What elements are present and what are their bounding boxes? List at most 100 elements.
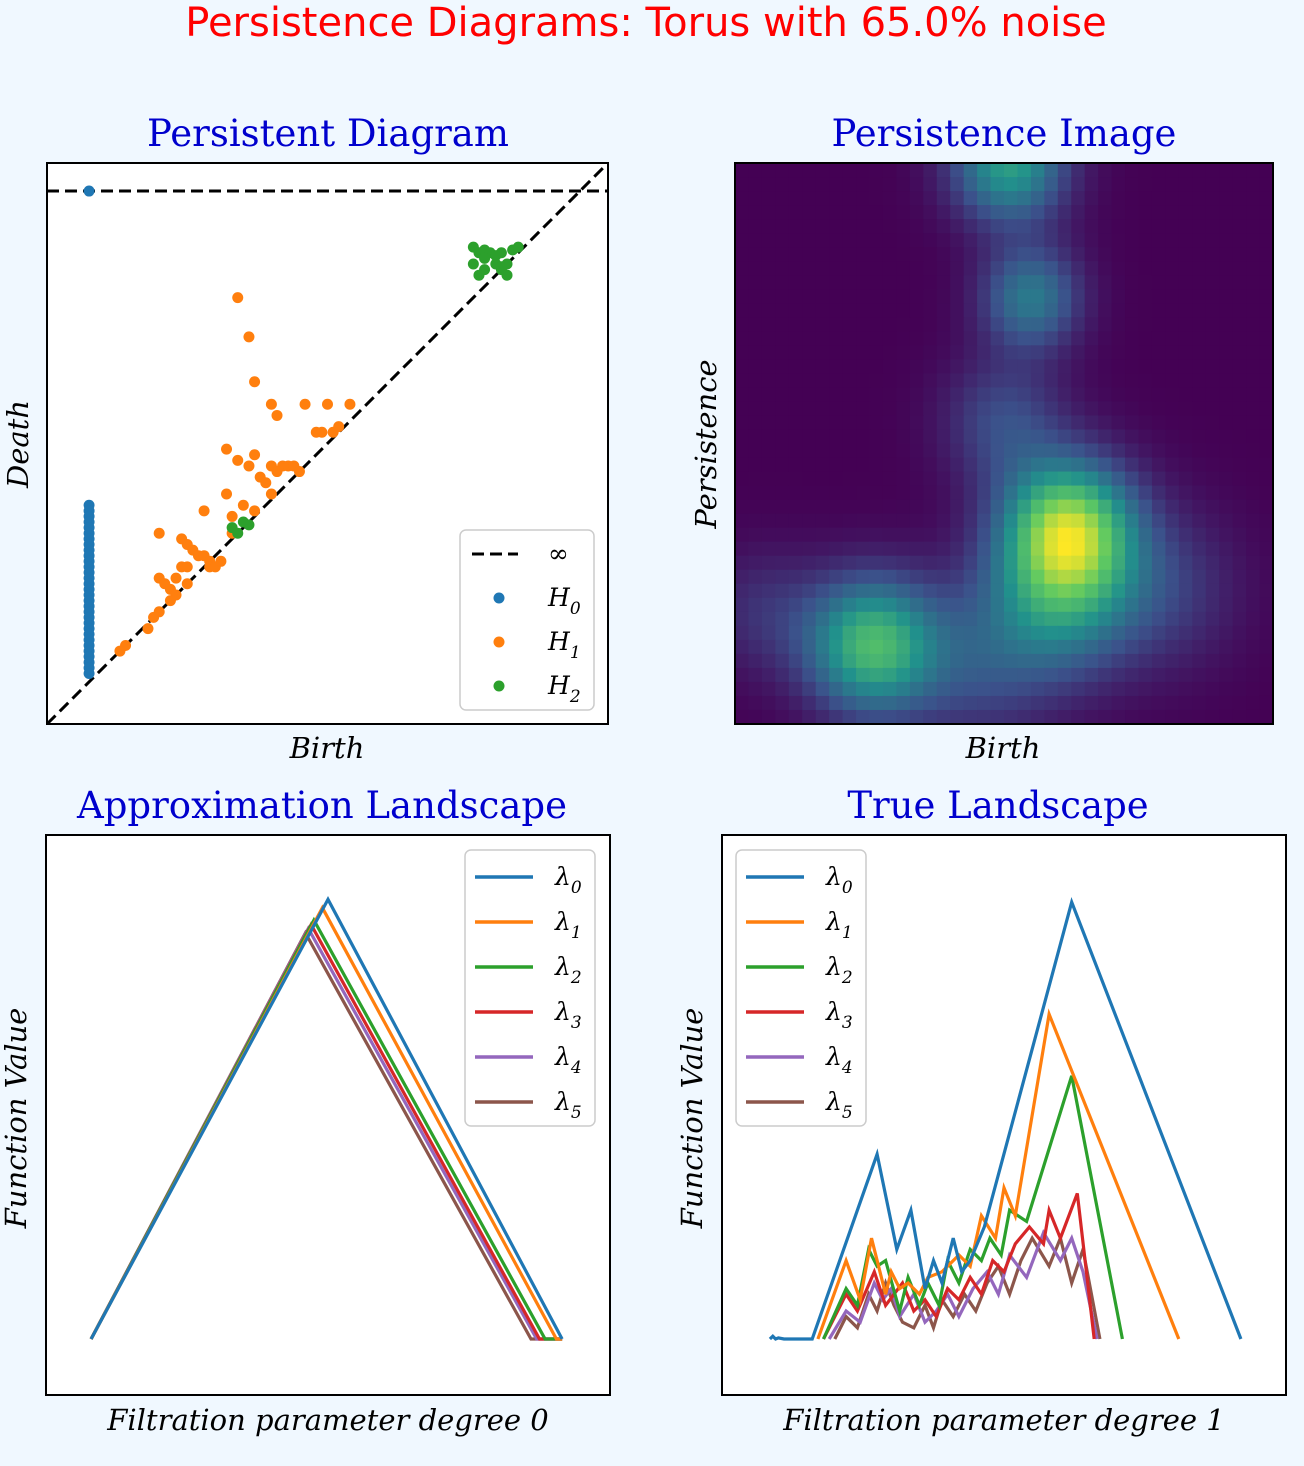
- heatmap-cell: [856, 541, 871, 557]
- heatmap-cell: [788, 597, 803, 613]
- heatmap-cell: [735, 597, 750, 613]
- heatmap-cell: [1098, 219, 1113, 234]
- heatmap-cell: [802, 695, 817, 711]
- heatmap-cell: [815, 177, 830, 192]
- heatmap-cell: [1098, 401, 1113, 417]
- heatmap-cell: [923, 303, 938, 318]
- pd-legend-marker-h2: [493, 680, 505, 692]
- heatmap-cell: [950, 569, 965, 585]
- heatmap-cell: [1084, 359, 1099, 374]
- pd-legend-label-infinity: ∞: [548, 539, 569, 568]
- heatmap-cell: [802, 205, 817, 220]
- heatmap-cell: [802, 625, 817, 641]
- heatmap-cell: [1205, 681, 1220, 697]
- heatmap-cell: [748, 695, 763, 711]
- heatmap-cell: [1057, 289, 1072, 304]
- heatmap-cell: [1030, 653, 1045, 669]
- approx-legend-label-λ2: λ2: [554, 952, 582, 988]
- heatmap-cell: [1246, 485, 1261, 501]
- heatmap-cell: [882, 345, 897, 360]
- heatmap-cell: [1017, 233, 1032, 248]
- heatmap-cell: [869, 317, 884, 332]
- heatmap-cell: [1205, 555, 1220, 571]
- heatmap-cell: [1138, 415, 1153, 431]
- heatmap-cell: [788, 429, 803, 445]
- heatmap-cell: [1030, 191, 1045, 206]
- heatmap-cell: [1165, 247, 1180, 262]
- heatmap-cell: [1098, 303, 1113, 318]
- heatmap-cell: [1084, 387, 1099, 403]
- heatmap-cell: [748, 261, 763, 276]
- heatmap-cell: [1246, 513, 1261, 529]
- heatmap-cell: [775, 527, 790, 543]
- heatmap-cell: [1125, 331, 1140, 346]
- heatmap-cell: [788, 569, 803, 585]
- heatmap-cell: [990, 653, 1005, 669]
- pd-legend-label-h0: H0: [547, 583, 581, 619]
- heatmap-cell: [815, 695, 830, 711]
- heatmap-cell: [735, 317, 750, 332]
- heatmap-cell: [1138, 205, 1153, 220]
- approx-legend-label-λ5: λ5: [554, 1087, 582, 1123]
- heatmap-cell: [923, 331, 938, 346]
- heatmap-cell: [963, 177, 978, 192]
- heatmap-cell: [1246, 541, 1261, 557]
- heatmap-cell: [1071, 177, 1086, 192]
- heatmap-cell: [977, 527, 992, 543]
- heatmap-cell: [1246, 597, 1261, 613]
- heatmap-cell: [896, 387, 911, 403]
- heatmap-cell: [869, 695, 884, 711]
- heatmap-cell: [1111, 457, 1126, 473]
- heatmap-cell: [748, 513, 763, 529]
- heatmap-cell: [1246, 583, 1261, 599]
- heatmap-cell: [735, 527, 750, 543]
- heatmap-cell: [1030, 345, 1045, 360]
- heatmap-cell: [802, 317, 817, 332]
- heatmap-cell: [775, 401, 790, 417]
- heatmap-cell: [977, 485, 992, 501]
- heatmap-cell: [735, 695, 750, 711]
- heatmap-cell: [788, 639, 803, 655]
- heatmap-cell: [815, 387, 830, 403]
- heatmap-cell: [802, 541, 817, 557]
- heatmap-cell: [815, 261, 830, 276]
- heatmap-cell: [761, 541, 776, 557]
- heatmap-cell: [761, 373, 776, 389]
- heatmap-cell: [1178, 499, 1193, 515]
- heatmap-cell: [1084, 471, 1099, 487]
- heatmap-cell: [977, 261, 992, 276]
- heatmap-cell: [1017, 429, 1032, 445]
- heatmap-cell: [950, 373, 965, 389]
- heatmap-cell: [1057, 331, 1072, 346]
- heatmap-cell: [882, 569, 897, 585]
- heatmap-cell: [977, 359, 992, 374]
- heatmap-cell: [936, 485, 951, 501]
- heatmap-cell: [735, 429, 750, 445]
- heatmap-cell: [1259, 247, 1274, 262]
- heatmap-cell: [909, 471, 924, 487]
- heatmap-cell: [963, 163, 978, 178]
- heatmap-cell: [869, 401, 884, 417]
- heatmap-cell: [1219, 247, 1234, 262]
- heatmap-cell: [1205, 485, 1220, 501]
- heatmap-cell: [1057, 163, 1072, 178]
- heatmap-cell: [761, 331, 776, 346]
- heatmap-cell: [1232, 569, 1247, 585]
- heatmap-cell: [923, 709, 938, 725]
- heatmap-cell: [1259, 695, 1274, 711]
- heatmap-cell: [869, 191, 884, 206]
- heatmap-cell: [802, 471, 817, 487]
- heatmap-cell: [909, 555, 924, 571]
- heatmap-cell: [1044, 373, 1059, 389]
- heatmap-cell: [1232, 527, 1247, 543]
- heatmap-cell: [977, 401, 992, 417]
- heatmap-cell: [815, 205, 830, 220]
- heatmap-cell: [829, 695, 844, 711]
- heatmap-cell: [788, 247, 803, 262]
- pd-legend-label-h2: H2: [547, 671, 581, 707]
- heatmap-cell: [1232, 247, 1247, 262]
- heatmap-cell: [1178, 415, 1193, 431]
- heatmap-cell: [1178, 429, 1193, 445]
- heatmap-cell: [1111, 275, 1126, 290]
